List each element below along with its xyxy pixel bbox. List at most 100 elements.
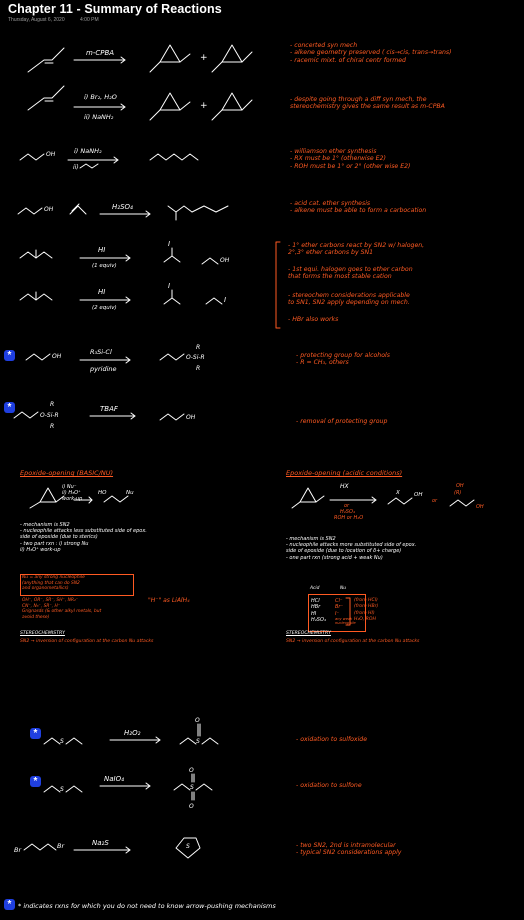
svg-text:R: R xyxy=(196,365,200,372)
epox-acid-section: Epoxide-opening (acidic conditions) xyxy=(286,469,403,477)
stereo-acid: SN2 → inversion of configuration at the … xyxy=(286,639,420,644)
plus-sign: + xyxy=(200,53,208,63)
nu-definition-box xyxy=(20,574,134,596)
star-icon: * xyxy=(30,728,41,739)
plus-sign-2: + xyxy=(200,101,208,111)
note-sulfoxide: - oxidation to sulfoxide xyxy=(296,736,368,743)
svg-text:O: O xyxy=(189,803,194,810)
reagent-hi: HI xyxy=(98,246,105,254)
reagent-nanh2-2: i) NaNH₂ xyxy=(74,147,102,155)
epox-acid-reagent-roh: ROH or H₂O xyxy=(334,515,364,521)
note-ether-cleavage-2: - 1st equi. halogen goes to ether carbon… xyxy=(288,266,413,281)
rxn-silyl-protect: OH R₃Si-Cl pyridine O-Si-R R R xyxy=(25,344,205,373)
page-time: 4:00 PM xyxy=(80,17,99,23)
note-epoxidation: - concerted syn mech - alkene geometry pr… xyxy=(290,42,452,64)
epox-basic-section: Epoxide-opening (BASIC/NU) xyxy=(20,469,114,477)
svg-text:Br: Br xyxy=(14,846,22,854)
page-title: Chapter 11 - Summary of Reactions xyxy=(8,2,222,16)
star-icon: * xyxy=(30,776,41,787)
svg-text:HO: HO xyxy=(98,490,107,496)
svg-text:O-Si-R: O-Si-R xyxy=(40,412,59,419)
reagent-h2so4: H₂SO₄ xyxy=(112,203,133,211)
note-thiolane: - two SN2, 2nd is intramolecular - typica… xyxy=(296,842,402,857)
svg-text:OH: OH xyxy=(414,492,422,498)
svg-text:I: I xyxy=(224,296,226,304)
svg-text:OH: OH xyxy=(186,414,196,421)
stereo-basic: SN2 → inversion of configuration at the … xyxy=(20,639,154,644)
note-acid-ether: - acid cat. ether synthesis - alkene must… xyxy=(290,200,427,215)
stereo-heading-basic: STEREOCHEMISTRY xyxy=(20,631,65,636)
svg-text:I: I xyxy=(168,240,170,248)
nu-definition: Nu = any strong nucleophile (anything tha… xyxy=(22,575,85,592)
reagent-br2: i) Br₂, H₂O xyxy=(84,93,117,101)
reagent-pyridine: pyridine xyxy=(89,365,117,373)
epox-acid-reagent-hx: HX xyxy=(340,483,349,490)
epox-basic-title: Epoxide-opening (BASIC/NU) xyxy=(20,469,114,477)
star-icon: * xyxy=(4,899,15,910)
epox-acid-drawing: X OH (R) OH OH xyxy=(291,483,484,510)
rxn-halohydrin: i) Br₂, H₂O ii) NaNH₂ + xyxy=(27,85,253,121)
reagent-hi-equiv: (1 equiv) xyxy=(92,263,117,269)
svg-text:S: S xyxy=(190,784,194,791)
epox-basic-drawing: HO Nu xyxy=(29,487,134,509)
svg-text:S: S xyxy=(196,738,200,745)
star-icon: * xyxy=(4,350,15,361)
lah-note: "H⁻" as LiAlH₄ xyxy=(148,597,190,604)
reagent-r3sicl: R₃Si-Cl xyxy=(90,348,112,356)
acid-table-sources: (from HCl) (from HBr) (from HI) H₂O, ROH xyxy=(354,598,379,623)
svg-text:O: O xyxy=(195,717,200,724)
acid-table-acids: HCl HBr HI H₂SO₄ xyxy=(311,598,326,624)
reagent-hi-2: HI xyxy=(98,288,105,296)
note-deprotect: - removal of protecting group xyxy=(296,418,388,425)
rxn-acid-ether: OH H₂SO₄ xyxy=(17,203,229,221)
reagent-tbaf: TBAF xyxy=(100,405,119,413)
reagent-h2o2: H₂O₂ xyxy=(124,729,141,737)
stereo-heading-acid: STEREOCHEMISTRY xyxy=(286,631,331,636)
svg-text:Br: Br xyxy=(57,842,65,850)
svg-text:Nu: Nu xyxy=(126,490,134,496)
rxn-hi-1equiv: HI (1 equiv) I OH xyxy=(19,240,230,269)
note-ether-cleavage-4: - HBr also works xyxy=(288,316,339,323)
svg-text:S: S xyxy=(186,843,190,850)
note-ether-cleavage-3: - stereochem considerations applicable t… xyxy=(288,292,410,307)
reagent-mcpba: m-CPBA xyxy=(86,49,114,57)
svg-text:O: O xyxy=(189,767,194,774)
nu-list: OH⁻, OR⁻, SR⁻, SH⁻, NR₂⁻ CN⁻, N₃⁻, SR⁻, H… xyxy=(22,598,102,620)
svg-text:OH: OH xyxy=(46,151,56,158)
note-protect: - protecting group for alcohols - R = CH₃… xyxy=(296,352,390,367)
rxn-williamson: OH i) NaNH₂ ii) xyxy=(19,147,199,171)
svg-text:ii): ii) xyxy=(73,164,79,171)
reagent-nanh2: ii) NaNH₂ xyxy=(84,113,114,121)
svg-text:X: X xyxy=(395,490,400,496)
svg-text:OH: OH xyxy=(220,257,230,264)
page-meta: Thursday, August 6, 2020 4:00 PM xyxy=(8,17,222,23)
svg-text:S: S xyxy=(60,786,64,793)
note-williamson: - williamson ether synthesis - RX must be… xyxy=(290,148,411,170)
svg-text:R: R xyxy=(50,423,54,430)
svg-text:OH: OH xyxy=(476,504,484,510)
acid-table-head-nu: Nu xyxy=(340,586,347,591)
note-halohydrin: - despite going through a diff syn mech,… xyxy=(290,96,445,111)
svg-text:OH: OH xyxy=(52,353,62,360)
svg-text:I: I xyxy=(168,282,170,290)
rxn-thiolane: Br Br Na₂S S xyxy=(14,837,201,859)
epox-acid-notes: - mechanism is SN2 - nucleophile attacks… xyxy=(286,536,417,561)
rxn-sulfone: S NaIO₄ S O O xyxy=(43,767,213,810)
svg-text:R: R xyxy=(196,344,200,351)
epox-acid-title: Epoxide-opening (acidic conditions) xyxy=(286,469,403,477)
note-ether-cleavage-1: - 1° ether carbons react by SN2 w/ halog… xyxy=(288,242,425,257)
notes-bracket xyxy=(275,241,281,329)
epox-acid-reagent-or: or xyxy=(344,503,350,509)
rxn-hi-2equiv: HI (2 equiv) I I xyxy=(19,282,226,311)
svg-text:O-Si-R: O-Si-R xyxy=(186,354,205,361)
table-bracket xyxy=(345,597,351,626)
epox-basic-reagents: i) Nu⁻ ii) H₃O⁺ work-up xyxy=(62,484,83,503)
rxn-sulfoxide: S H₂O₂ S O xyxy=(43,717,219,745)
star-icon: * xyxy=(4,402,15,413)
epox-acid-reagent-h2so4: H₂SO₄ xyxy=(340,509,355,515)
page-date: Thursday, August 6, 2020 xyxy=(8,17,65,23)
reagent-hi-equiv-2: (2 equiv) xyxy=(92,305,117,311)
footer-note: * indicates rxns for which you do not ne… xyxy=(18,902,276,910)
svg-text:S: S xyxy=(60,738,64,745)
